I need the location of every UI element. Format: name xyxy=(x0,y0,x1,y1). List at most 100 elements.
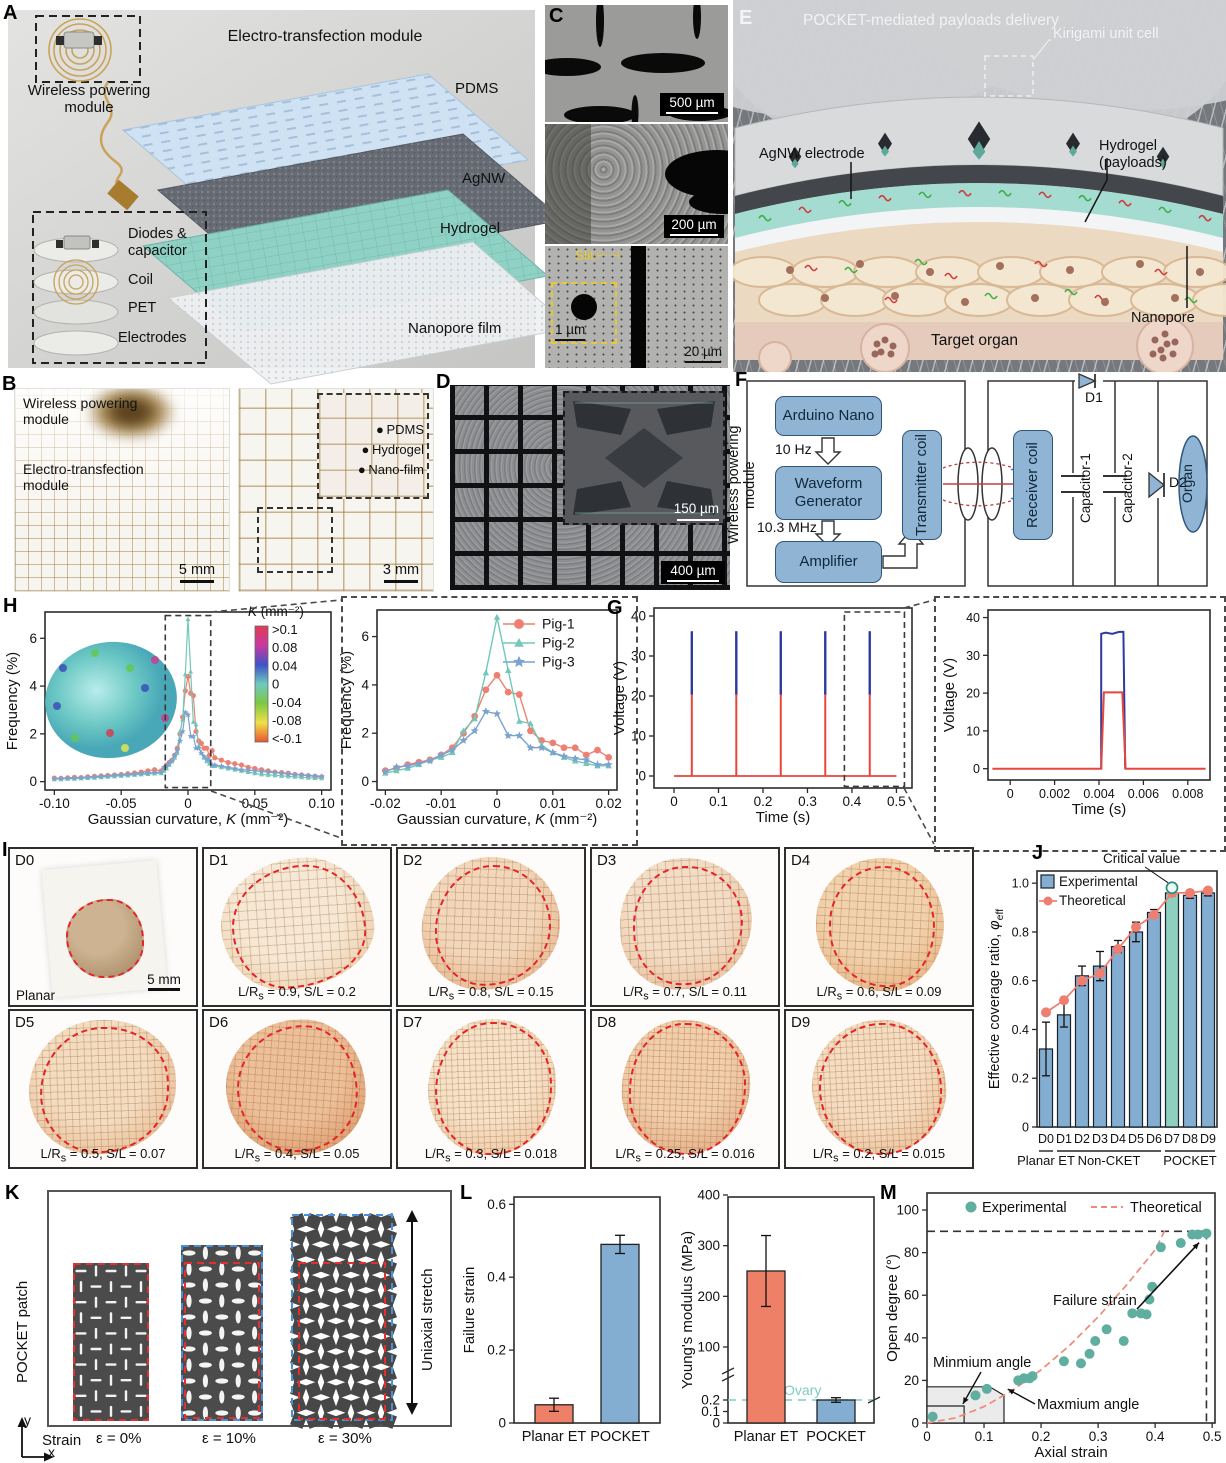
panel-j-tag: J xyxy=(1032,842,1044,864)
svg-text:K (mm⁻²): K (mm⁻²) xyxy=(248,604,304,619)
kirigami-unit-inset: 150 µm xyxy=(563,391,725,525)
svg-text:0.3: 0.3 xyxy=(798,794,817,809)
svg-text:0.6: 0.6 xyxy=(487,1197,506,1212)
svg-text:D0: D0 xyxy=(1038,1132,1054,1146)
svg-text:100: 100 xyxy=(697,1340,720,1355)
tile-id: D5 xyxy=(15,1014,35,1031)
svg-text:Planar ET: Planar ET xyxy=(734,1429,799,1445)
patch-strain-10 xyxy=(181,1245,263,1421)
svg-text:80: 80 xyxy=(904,1245,919,1260)
tile-caption: L/Rs = 0.5, S/L = 0.07 xyxy=(40,1146,166,1165)
effective-coverage-chart: 0 0.2 0.4 0.6 0.8 1.0 D0 D1 D2 D3 D4 D5 D6 D7 D8 D9 Crit… xyxy=(987,851,1218,1168)
tile-caption: L/Rs = 0.3, S/L = 0.018 xyxy=(424,1146,558,1165)
svg-text:1.0: 1.0 xyxy=(1012,877,1029,891)
svg-text:-0.10: -0.10 xyxy=(39,796,70,811)
panel-k-tag: K xyxy=(5,1182,20,1204)
sem-kirigami-slits: 500 µm xyxy=(545,5,728,122)
ovary-tile-D5: D5 L/Rs = 0.5, S/L = 0.07 xyxy=(8,1009,198,1169)
transmitter-coil-block: Transmitter coil xyxy=(902,430,942,540)
svg-text:0.10: 0.10 xyxy=(309,796,335,811)
critical-value-marker xyxy=(1165,881,1179,895)
svg-text:0.2: 0.2 xyxy=(1032,1429,1051,1444)
gold-pad xyxy=(107,179,139,211)
svg-text:0.2: 0.2 xyxy=(1012,1072,1029,1086)
scalebar-20um: 20 µm xyxy=(684,344,722,363)
pocket-patch-label: POCKET patch xyxy=(14,1280,31,1384)
strain-axis-label: Strain xyxy=(42,1432,82,1449)
svg-text:60: 60 xyxy=(904,1288,919,1303)
svg-text:Open degree (°): Open degree (°) xyxy=(884,1254,901,1362)
d2-label: D2 xyxy=(1169,474,1187,490)
ovary-coverage-photos: I D0 Planar 5 mm D1 L/Rs = 0.9, S/L = 0.2 D2 L… xyxy=(0,840,985,1170)
panel-h-tag: H xyxy=(3,595,18,617)
nanopore-texture xyxy=(168,242,571,384)
svg-text:-0.04: -0.04 xyxy=(272,695,302,710)
electrodes-label: Electrodes xyxy=(118,330,187,346)
scalebar-5mm: 5 mm xyxy=(173,562,221,583)
wireless-module-photo-label: Wireless powering module xyxy=(23,395,138,428)
svg-text:0.4: 0.4 xyxy=(843,794,862,809)
diodes-capacitor-label: Diodes & capacitor xyxy=(128,226,187,259)
tile-id: D4 xyxy=(791,852,811,869)
amplifier-block: Amplifier xyxy=(775,541,882,583)
svg-text:20: 20 xyxy=(904,1373,919,1388)
tile-id: D1 xyxy=(209,852,229,869)
svg-text:10: 10 xyxy=(966,724,980,738)
panel-m-tag: M xyxy=(880,1182,897,1204)
svg-text:0.2: 0.2 xyxy=(487,1343,506,1358)
ovary-tile-D7: D7 L/Rs = 0.3, S/L = 0.018 xyxy=(396,1009,586,1169)
delivery-illustration: E POCKET-mediated payloads delivery Kiri… xyxy=(733,0,1226,372)
svg-text:Theoretical: Theoretical xyxy=(1130,1200,1202,1216)
unit-diamond xyxy=(605,428,683,488)
svg-text:0.006: 0.006 xyxy=(1128,787,1159,801)
svg-text:0.008: 0.008 xyxy=(1172,787,1203,801)
tile-caption: L/Rs = 0.4, S/L = 0.05 xyxy=(234,1146,360,1165)
svg-text:POCKET: POCKET xyxy=(806,1429,866,1445)
tile-caption: L/Rs = 0.2, S/L = 0.015 xyxy=(812,1146,946,1165)
bar-D1 xyxy=(1056,1014,1072,1128)
coil-label: Coil xyxy=(128,272,153,288)
svg-text:-0.02: -0.02 xyxy=(370,796,401,811)
ovary-tile-D8: D8 L/Rs = 0.25, S/L = 0.016 xyxy=(590,1009,780,1169)
svg-text:0: 0 xyxy=(638,769,646,784)
svg-text:Voltage (V): Voltage (V) xyxy=(941,658,958,732)
svg-text:0.8: 0.8 xyxy=(1012,925,1029,939)
svg-text:0: 0 xyxy=(1007,787,1014,801)
svg-text:-0.01: -0.01 xyxy=(426,796,457,811)
svg-text:0.08: 0.08 xyxy=(272,640,297,655)
svg-text:Time (s): Time (s) xyxy=(756,809,810,826)
tile-caption: Planar xyxy=(16,988,56,1003)
svg-text:0.1: 0.1 xyxy=(975,1429,994,1444)
svg-text:Gaussian curvature, K (mm⁻²): Gaussian curvature, K (mm⁻²) xyxy=(397,811,597,828)
svg-text:0.2: 0.2 xyxy=(754,794,773,809)
slit-label: Slit ⊢⊣ xyxy=(575,248,620,263)
strain-30-label: ε = 30% xyxy=(318,1430,372,1447)
panel-a-title: Electro-transfection module xyxy=(227,28,423,45)
waveform-generator-block: Waveform Generator xyxy=(775,466,882,520)
svg-text:0: 0 xyxy=(1022,1121,1029,1135)
bar-D2 xyxy=(1074,975,1090,1128)
svg-text:0.2: 0.2 xyxy=(701,1393,720,1408)
svg-text:D6: D6 xyxy=(1146,1132,1162,1146)
ovary-tile-D3: D3 L/Rs = 0.7, S/L = 0.11 xyxy=(590,847,780,1007)
svg-text:Voltage (V): Voltage (V) xyxy=(611,661,628,735)
tile-id: D8 xyxy=(597,1014,617,1031)
svg-text:0.1: 0.1 xyxy=(701,1404,720,1419)
tile-caption: L/Rs = 0.7, S/L = 0.11 xyxy=(623,984,747,1003)
svg-text:0: 0 xyxy=(973,762,980,776)
wireless-module-inset-box xyxy=(35,15,141,83)
tile-id: D7 xyxy=(403,1014,423,1031)
closeup-roi-box xyxy=(257,507,333,573)
pet-label: PET xyxy=(128,300,157,316)
svg-text:0: 0 xyxy=(184,796,192,811)
svg-text:Failure strain: Failure strain xyxy=(461,1267,478,1354)
panel-f-tag: F xyxy=(735,369,748,391)
svg-text:0.4: 0.4 xyxy=(487,1270,506,1285)
svg-text:<-0.1: <-0.1 xyxy=(272,731,302,746)
svg-text:D9: D9 xyxy=(1200,1132,1216,1146)
tile-caption: L/Rs = 0.9, S/L = 0.2 xyxy=(238,984,356,1003)
svg-text:0.02: 0.02 xyxy=(595,796,621,811)
hydrogel-label: Hydrogel xyxy=(440,220,501,237)
svg-text:D3: D3 xyxy=(1092,1132,1108,1146)
